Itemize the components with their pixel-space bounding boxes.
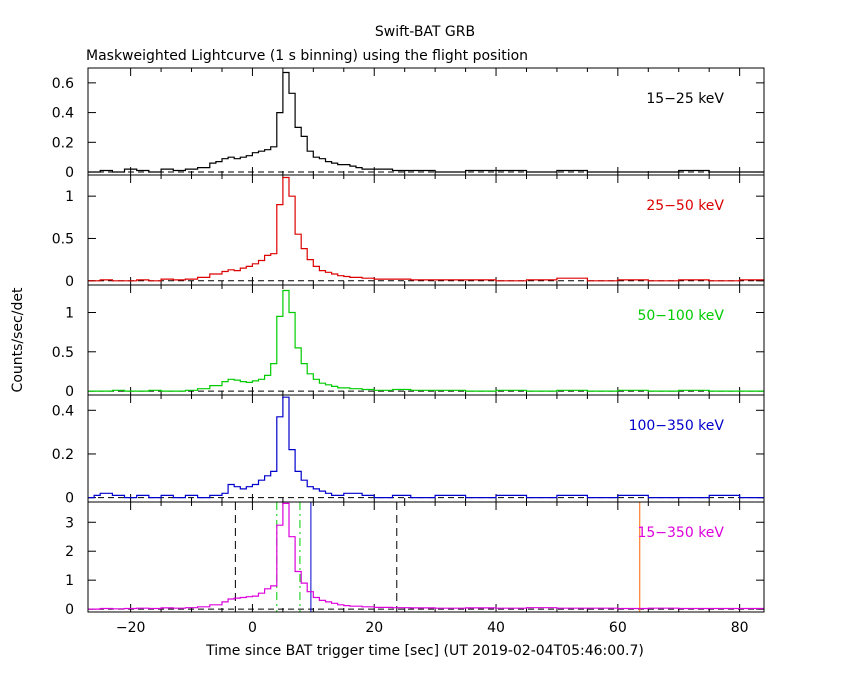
y-tick-label: 1 — [65, 189, 74, 205]
panel-2: 0 0.5 1 25−50 keV — [52, 174, 765, 290]
y-axis-label: Counts/sec/det — [10, 287, 26, 392]
y-tick-label: 1 — [65, 573, 74, 589]
x-tick-label: −20 — [116, 620, 146, 636]
band-label: 15−25 keV — [646, 91, 724, 107]
x-tick-label: 20 — [365, 620, 383, 636]
series-line-15-25-keV — [88, 71, 764, 173]
panel-frame — [87, 284, 765, 396]
y-tick-label: 0.4 — [52, 106, 74, 122]
panels-group: 0 0.2 0.4 0.6 15−25 keV 0 0.5 1 25−50 keV 0 0.5 1 50… — [52, 67, 765, 636]
y-tick-label: 0.2 — [52, 447, 74, 463]
panel-3: 0 0.5 1 50−100 keV — [52, 284, 765, 400]
y-tick-label: 1 — [65, 306, 74, 322]
panel-frame — [87, 67, 765, 176]
y-tick-label: 0.4 — [52, 403, 74, 419]
panel-4: 0 0.2 0.4 100−350 keV — [52, 394, 765, 507]
panel-frame — [87, 394, 765, 503]
y-tick-label: 0 — [65, 491, 74, 507]
y-tick-label: 0 — [65, 165, 74, 181]
figure-title: Swift-BAT GRB — [375, 24, 475, 40]
series-line-50-100-keV — [88, 289, 764, 392]
y-tick-label: 0 — [65, 384, 74, 400]
x-tick-label: 0 — [248, 620, 257, 636]
panel-1: 0 0.2 0.4 0.6 15−25 keV — [52, 67, 765, 181]
y-tick-label: 0.5 — [52, 345, 74, 361]
y-tick-label: 2 — [65, 544, 74, 560]
x-tick-label: 60 — [609, 620, 627, 636]
y-tick-label: 0.6 — [52, 76, 74, 92]
y-tick-label: 3 — [65, 515, 74, 531]
y-tick-label: 0.5 — [52, 231, 74, 247]
y-tick-label: 0.2 — [52, 135, 74, 151]
band-label: 25−50 keV — [646, 198, 724, 214]
x-axis-label: Time since BAT trigger time [sec] (UT 20… — [205, 643, 644, 659]
band-label: 100−350 keV — [629, 418, 725, 434]
y-tick-label: 0 — [65, 602, 74, 618]
panel-frame — [87, 501, 765, 613]
series-line-25-50-keV — [88, 176, 765, 282]
band-label: 50−100 keV — [637, 308, 724, 324]
x-tick-label: 80 — [731, 620, 749, 636]
figure-subtitle: Maskweighted Lightcurve (1 s binning) us… — [86, 48, 528, 64]
series-line-100-350-keV — [88, 396, 764, 499]
panel-5: 0 1 2 3 15−350 keV — [65, 501, 765, 618]
y-tick-label: 0 — [65, 274, 74, 290]
band-label: 15−350 keV — [637, 525, 724, 541]
panel-frame — [87, 174, 765, 286]
x-tick-label: 40 — [487, 620, 505, 636]
series-line-15-350-keV — [88, 502, 764, 610]
